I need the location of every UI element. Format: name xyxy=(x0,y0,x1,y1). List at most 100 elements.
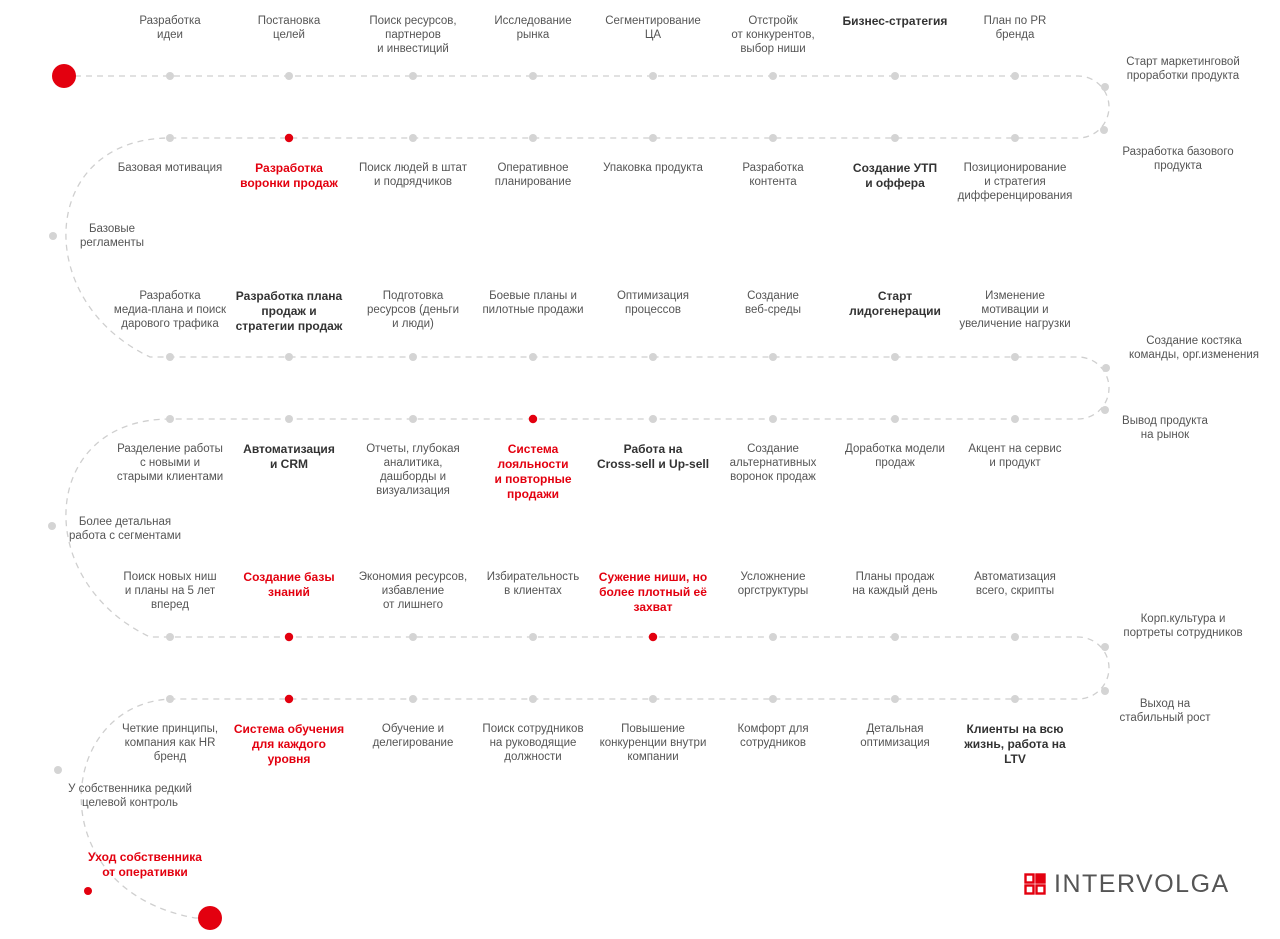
stage-label: У собственника редкий целевой контроль xyxy=(68,783,192,809)
milestone-dot xyxy=(409,72,417,80)
milestone-dot xyxy=(409,633,417,641)
milestone-dot xyxy=(891,72,899,80)
milestone-label: Усложнение оргструктуры xyxy=(737,571,809,597)
milestone-dot xyxy=(769,415,777,423)
milestone-dot xyxy=(1011,72,1019,80)
milestone-label: Оптимизация процессов xyxy=(616,290,690,316)
milestone-label: Автоматизация и CRM xyxy=(243,442,335,471)
milestone-label: Разработка идеи xyxy=(139,15,201,41)
milestone-dot xyxy=(649,72,657,80)
milestone-label: Подготовка ресурсов (деньги и люди) xyxy=(366,290,460,330)
stage-label: Разработка базового продукта xyxy=(1122,146,1234,172)
milestone-dot xyxy=(166,633,174,641)
end-point xyxy=(198,906,222,930)
milestone-dot xyxy=(54,766,62,774)
milestone-dot xyxy=(166,415,174,423)
milestone-label: Поиск людей в штат и подрядчиков xyxy=(359,162,467,188)
milestone-dot xyxy=(49,232,57,240)
milestone-label: Создание альтернативных воронок продаж xyxy=(729,443,817,483)
milestone-dot xyxy=(285,72,293,80)
milestone-label: Разработка контента xyxy=(742,162,804,188)
milestone-label: Изменение мотивации и увеличение нагрузк… xyxy=(959,290,1071,330)
milestone-label: Создание базы знаний xyxy=(243,570,335,599)
milestone-dot xyxy=(649,415,657,423)
milestone-dot xyxy=(529,353,537,361)
milestone-dot xyxy=(1100,126,1108,134)
milestone-label: Отчеты, глубокая аналитика, дашборды и в… xyxy=(366,443,460,497)
milestone-dot xyxy=(166,72,174,80)
milestone-label: Постановка целей xyxy=(257,15,321,41)
milestone-dot xyxy=(1011,353,1019,361)
milestone-dot xyxy=(1011,134,1019,142)
milestone-dot xyxy=(1011,695,1019,703)
stage-label: Создание костяка команды, орг.изменения xyxy=(1128,335,1260,361)
start-point xyxy=(52,64,76,88)
milestone-dot xyxy=(769,695,777,703)
milestone-dot xyxy=(1101,406,1109,414)
milestone-label: Боевые планы и пилотные продажи xyxy=(482,290,584,316)
milestone-dot xyxy=(166,134,174,142)
milestone-label: Разделение работы с новыми и старыми кли… xyxy=(116,443,224,483)
milestone-label: Акцент на сервис и продукт xyxy=(968,443,1062,469)
milestone-dot xyxy=(285,353,293,361)
milestone-label: Автоматизация всего, скрипты xyxy=(974,571,1056,597)
milestone-dot-highlight xyxy=(284,133,294,143)
stage-label: Вывод продукта на рынок xyxy=(1122,415,1208,441)
milestone-label: Бизнес-стратегия xyxy=(842,14,948,28)
milestone-label: Экономия ресурсов, избавление от лишнего xyxy=(358,571,468,611)
milestone-dot-highlight xyxy=(528,414,538,424)
milestone-label: Доработка модели продаж xyxy=(845,443,945,469)
milestone-label: Комфорт для сотрудников xyxy=(737,723,809,749)
milestone-dot xyxy=(891,353,899,361)
milestone-dot xyxy=(891,134,899,142)
milestone-dot xyxy=(529,633,537,641)
milestone-label: Поиск ресурсов, партнеров и инвестиций xyxy=(369,15,457,55)
milestone-label: Создание веб-среды xyxy=(745,290,801,316)
milestone-label: Поиск сотрудников на руководящие должнос… xyxy=(482,723,584,763)
stage-label: Выход на стабильный рост xyxy=(1119,698,1211,724)
milestone-dot xyxy=(409,695,417,703)
milestone-dot xyxy=(166,353,174,361)
milestone-dot xyxy=(1011,415,1019,423)
milestone-dot xyxy=(48,522,56,530)
milestone-label: Разработка медиа-плана и поиск дарового … xyxy=(113,290,227,330)
milestone-label: Сужение ниши, но более плотный её захват xyxy=(598,570,708,614)
milestone-label: План по PR бренда xyxy=(983,15,1047,41)
milestone-label: Работа на Cross-sell и Up-sell xyxy=(596,442,710,471)
milestone-label: Обучение и делегирование xyxy=(372,723,454,749)
milestone-label: Исследование рынка xyxy=(494,15,572,41)
milestone-dot-highlight xyxy=(648,632,658,642)
milestone-label: Сегментирование ЦА xyxy=(605,15,701,41)
stage-label: Корп.культура и портреты сотрудников xyxy=(1123,613,1243,639)
milestone-label: Планы продаж на каждый день xyxy=(852,571,938,597)
milestone-dot xyxy=(166,695,174,703)
stage-label: Уход собственника от оперативки xyxy=(88,850,202,879)
milestone-dot xyxy=(1101,83,1109,91)
milestone-label: Упаковка продукта xyxy=(603,162,703,174)
milestone-label: Детальная оптимизация xyxy=(860,723,930,749)
milestone-dot-highlight xyxy=(284,694,294,704)
milestone-dot xyxy=(1101,687,1109,695)
milestone-dot xyxy=(409,134,417,142)
milestone-dot xyxy=(769,72,777,80)
milestone-dot xyxy=(649,134,657,142)
intervolga-grid-icon xyxy=(1024,873,1046,895)
milestone-dot xyxy=(409,353,417,361)
roadmap-dots xyxy=(48,64,1110,930)
milestone-dot xyxy=(1101,643,1109,651)
milestone-label: Повышение конкуренции внутри компании xyxy=(599,723,707,763)
milestone-dot xyxy=(769,353,777,361)
milestone-label: Оперативное планирование xyxy=(494,162,572,188)
stage-label: Старт маркетинговой проработки продукта xyxy=(1126,56,1240,82)
milestone-label: Система обучения для каждого уровня xyxy=(233,722,345,766)
milestone-label: Разработка плана продаж и стратегии прод… xyxy=(235,289,343,333)
milestone-dot xyxy=(649,695,657,703)
stage-label: Базовые регламенты xyxy=(79,223,145,249)
milestone-dot-highlight xyxy=(84,887,92,895)
milestone-dot xyxy=(769,134,777,142)
milestone-dot xyxy=(891,415,899,423)
milestone-dot xyxy=(769,633,777,641)
milestone-label: Система лояльности и повторные продажи xyxy=(494,442,572,501)
milestone-dot xyxy=(409,415,417,423)
